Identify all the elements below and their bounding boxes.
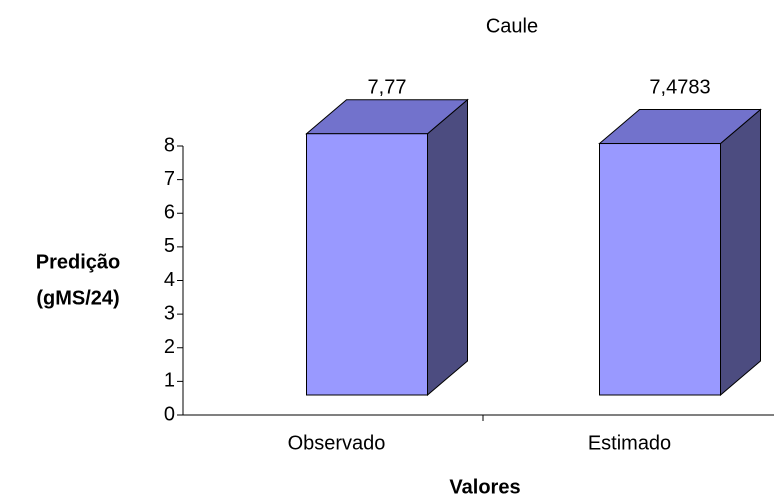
bar-side	[427, 98, 468, 397]
x-tick-label: Estimado	[588, 432, 671, 454]
y-tick-label: 7	[164, 168, 175, 190]
y-tick-label: 4	[164, 269, 175, 291]
bar	[306, 133, 428, 396]
y-tick-label: 0	[164, 403, 175, 425]
y-tick-label: 1	[164, 370, 175, 392]
y-axis-label: (gMS/24)	[36, 287, 119, 309]
y-axis-label: Predição	[36, 251, 120, 273]
y-tick-label: 5	[164, 235, 175, 257]
bar	[599, 143, 721, 396]
y-tick-label: 6	[164, 202, 175, 224]
y-tick-label: 2	[164, 336, 175, 358]
value-label: 7,4783	[649, 76, 710, 98]
x-tick-label: Observado	[288, 432, 386, 454]
bar-side	[720, 108, 761, 397]
x-axis-label: Valores	[449, 476, 520, 498]
chart-title: Caule	[486, 15, 538, 37]
y-tick-label: 8	[164, 134, 175, 156]
y-tick-label: 3	[164, 302, 175, 324]
value-label: 7,77	[368, 76, 407, 98]
